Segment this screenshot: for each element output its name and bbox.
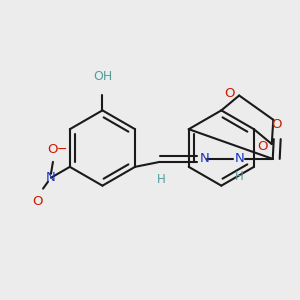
Text: O: O <box>225 87 235 100</box>
Text: O: O <box>257 140 268 152</box>
Text: N: N <box>200 152 209 165</box>
Text: N: N <box>235 152 245 165</box>
Text: −: − <box>57 143 67 156</box>
Text: N: N <box>46 171 56 184</box>
Text: H: H <box>235 170 244 183</box>
Text: OH: OH <box>93 70 112 83</box>
Text: H: H <box>156 173 165 186</box>
Text: O: O <box>32 195 42 208</box>
Text: O: O <box>48 143 58 156</box>
Text: O: O <box>272 118 282 131</box>
